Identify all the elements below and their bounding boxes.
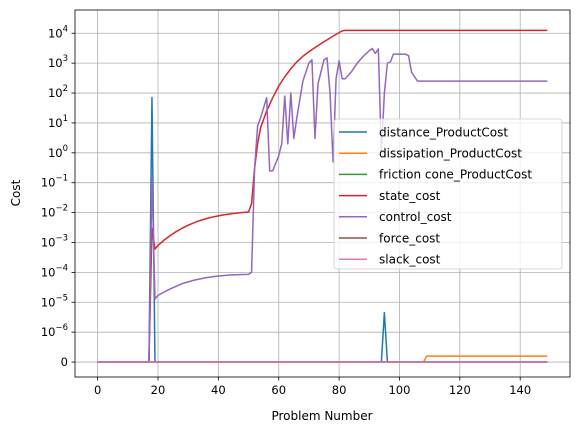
x-tick-label: 20 — [151, 383, 166, 397]
series-line-state-cost — [97, 29, 548, 363]
y-axis-label: Cost — [9, 179, 23, 206]
legend-label: dissipation_ProductCost — [379, 147, 522, 161]
plot-series — [97, 29, 548, 363]
legend-label: control_cost — [379, 210, 452, 224]
legend: distance_ProductCost dissipation_ProductC… — [333, 118, 563, 270]
legend-label: slack_cost — [379, 253, 441, 267]
x-tick-label: 140 — [509, 383, 531, 397]
x-tick-label: 80 — [332, 383, 347, 397]
series-line-control-cost — [97, 47, 548, 363]
legend-label: state_cost — [379, 189, 441, 203]
x-tick-label: 100 — [388, 383, 410, 397]
x-axis-label: Problem Number — [271, 409, 372, 423]
legend-box — [333, 118, 563, 270]
x-tick-label: 40 — [211, 383, 226, 397]
axes-frame — [74, 9, 571, 378]
x-tick-label: 120 — [449, 383, 471, 397]
legend-label: distance_ProductCost — [379, 125, 508, 139]
legend-label: friction cone_ProductCost — [379, 168, 532, 182]
y-tick-label: 0 — [61, 355, 68, 369]
x-tick-label: 60 — [271, 383, 286, 397]
legend-label: force_cost — [379, 231, 440, 245]
x-tick-label: 0 — [94, 383, 101, 397]
x-axis-ticks: 0 20 40 60 80 100 120 140 — [94, 377, 531, 397]
